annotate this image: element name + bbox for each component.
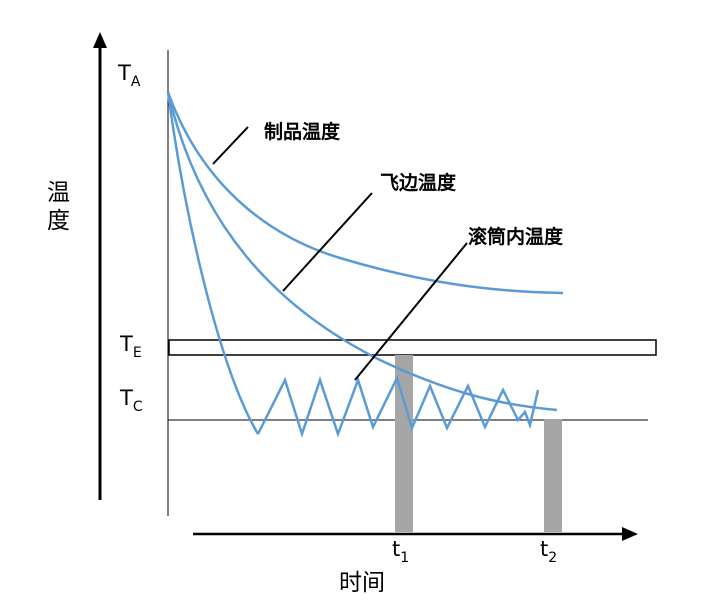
te-band	[168, 339, 657, 356]
product-temperature-curve	[166, 91, 564, 295]
flash-temperature-curve	[166, 91, 558, 412]
y-axis-arrowhead	[93, 32, 107, 48]
x-axis-arrowhead	[622, 527, 638, 541]
flash-temperature-label: 飞边温度	[380, 171, 457, 194]
t1-marker-bar	[395, 355, 413, 532]
t2-time-label: t2	[540, 537, 557, 566]
product-temperature-label: 制品温度	[264, 120, 341, 143]
flash-label-leader	[282, 192, 373, 292]
tc-level-label: TC	[119, 386, 143, 415]
drum-temperature-label: 滚筒内温度	[468, 225, 564, 248]
te-level-label: TE	[119, 332, 142, 361]
ta-level-label: TA	[117, 61, 141, 90]
x-axis-title: 时间	[339, 570, 385, 596]
drum-label-leader	[354, 242, 468, 381]
drum-temperature-curve	[166, 91, 260, 435]
t1-time-label: t1	[392, 537, 409, 566]
drum-temperature-zigzag	[256, 374, 540, 439]
y-axis-title: 温度	[47, 180, 70, 234]
product-label-leader	[212, 126, 249, 165]
t2-marker-bar	[544, 419, 562, 532]
